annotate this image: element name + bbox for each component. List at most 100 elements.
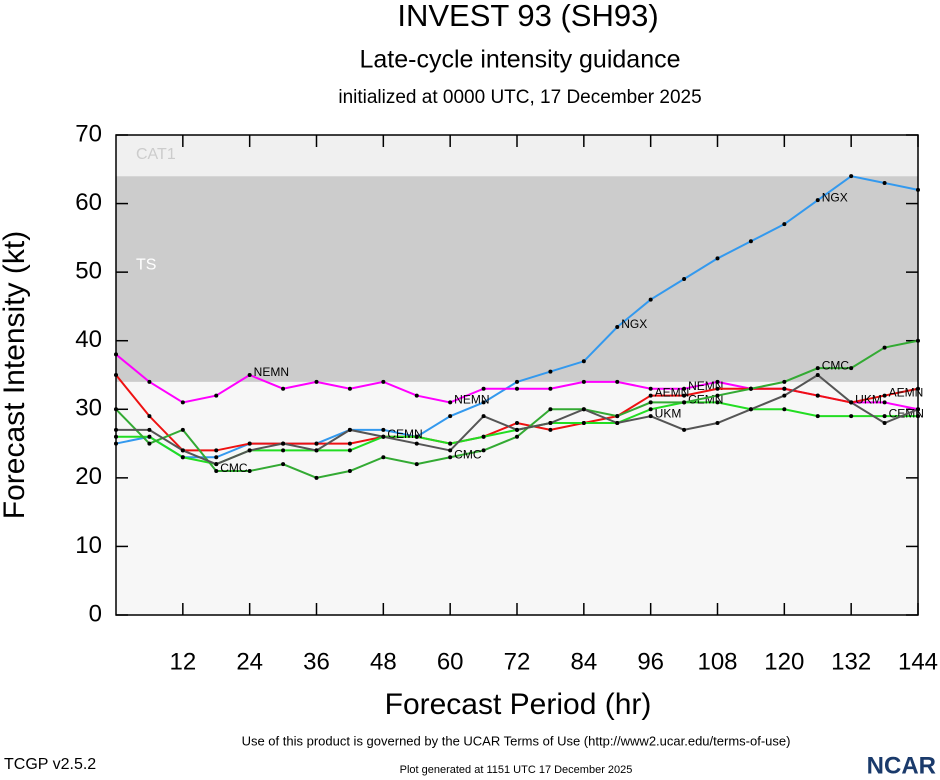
- model-point: [347, 386, 352, 391]
- model-point: [347, 441, 352, 446]
- x-tick-label: 96: [637, 648, 664, 675]
- model-label: NEMN: [254, 365, 289, 379]
- model-point: [715, 386, 720, 391]
- y-tick-label: 40: [75, 326, 102, 353]
- model-point: [648, 400, 653, 405]
- y-tick-label: 30: [75, 395, 102, 422]
- y-axis-label: Forecast Intensity (kt): [0, 231, 31, 519]
- model-point: [648, 297, 653, 302]
- model-point: [247, 441, 252, 446]
- model-point: [815, 373, 820, 377]
- model-label: CEMN: [387, 427, 422, 441]
- model-point: [782, 386, 787, 391]
- chart-title: INVEST 93 (SH93): [397, 0, 658, 33]
- model-point: [849, 174, 854, 179]
- model-point: [648, 393, 653, 398]
- model-point: [916, 407, 920, 412]
- model-label: UKM: [855, 393, 882, 407]
- model-point: [648, 407, 653, 412]
- model-point: [682, 386, 687, 391]
- model-point: [114, 427, 118, 432]
- model-point: [147, 379, 152, 384]
- model-label: CMC: [220, 461, 248, 475]
- model-point: [481, 434, 486, 439]
- model-point: [114, 373, 118, 377]
- model-point: [581, 359, 586, 364]
- model-label: NGX: [621, 317, 647, 331]
- x-tick-label: 48: [370, 648, 397, 675]
- intensity-band: [116, 176, 918, 382]
- model-point: [481, 386, 486, 391]
- model-point: [515, 379, 519, 384]
- model-point: [581, 407, 586, 412]
- model-point: [682, 427, 687, 432]
- model-point: [515, 386, 519, 391]
- model-point: [882, 421, 887, 425]
- y-tick-label: 20: [75, 463, 102, 490]
- model-point: [548, 427, 553, 432]
- model-point: [114, 352, 118, 357]
- model-point: [147, 427, 152, 432]
- model-point: [916, 414, 920, 419]
- x-tick-label: 60: [437, 648, 464, 675]
- model-point: [147, 414, 152, 419]
- model-point: [314, 379, 319, 384]
- model-point: [581, 379, 586, 384]
- band-label: CAT1: [136, 146, 176, 163]
- model-point: [581, 421, 586, 425]
- model-point: [782, 407, 787, 412]
- model-point: [748, 239, 753, 244]
- x-tick-label: 72: [504, 648, 531, 675]
- band-label: TS: [136, 257, 156, 274]
- model-point: [448, 414, 453, 419]
- model-point: [748, 386, 753, 391]
- model-point: [615, 421, 620, 425]
- model-point: [515, 421, 519, 425]
- x-tick-label: 36: [303, 648, 330, 675]
- model-point: [448, 448, 453, 453]
- model-point: [214, 462, 219, 467]
- model-point: [515, 434, 519, 439]
- model-point: [515, 427, 519, 432]
- model-point: [882, 345, 887, 350]
- model-point: [347, 448, 352, 453]
- model-point: [682, 277, 687, 281]
- model-point: [314, 448, 319, 453]
- model-point: [180, 427, 185, 432]
- model-point: [281, 386, 286, 391]
- model-point: [815, 393, 820, 398]
- model-point: [648, 414, 653, 419]
- model-label: NGX: [822, 190, 848, 204]
- x-axis-label: Forecast Period (hr): [385, 688, 652, 721]
- model-point: [214, 393, 219, 398]
- model-point: [849, 400, 854, 405]
- model-point: [114, 434, 118, 439]
- model-label: AEMN: [889, 386, 924, 400]
- model-point: [114, 407, 118, 412]
- model-point: [414, 393, 419, 398]
- model-point: [815, 366, 820, 371]
- x-tick-label: 144: [898, 648, 938, 675]
- model-point: [782, 222, 787, 227]
- model-point: [247, 448, 252, 453]
- x-tick-label: 108: [697, 648, 737, 675]
- model-point: [882, 181, 887, 185]
- model-point: [882, 393, 887, 398]
- generated: Plot generated at 1151 UTC 17 December 2…: [400, 764, 633, 776]
- model-point: [882, 414, 887, 419]
- model-point: [414, 434, 419, 439]
- model-point: [715, 400, 720, 405]
- terms: Use of this product is governed by the U…: [242, 733, 791, 748]
- model-point: [916, 187, 920, 192]
- model-label: UKM: [655, 406, 682, 420]
- model-point: [114, 441, 118, 446]
- model-point: [381, 379, 386, 384]
- y-tick-label: 0: [89, 600, 102, 627]
- model-point: [147, 441, 152, 446]
- model-point: [481, 448, 486, 453]
- model-point: [381, 427, 386, 432]
- model-point: [815, 414, 820, 419]
- y-tick-label: 10: [75, 532, 102, 559]
- model-point: [180, 400, 185, 405]
- model-point: [214, 469, 219, 473]
